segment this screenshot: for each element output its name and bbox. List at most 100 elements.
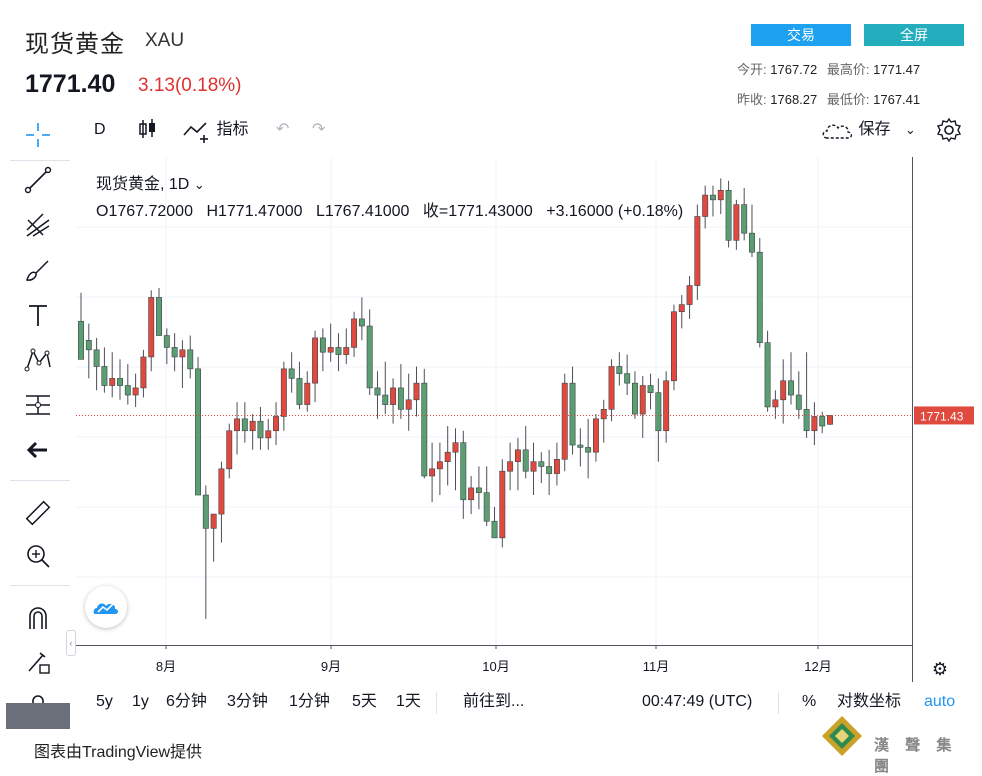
candle[interactable]: [343, 347, 350, 355]
candle[interactable]: [702, 194, 709, 217]
candle[interactable]: [600, 409, 607, 420]
candle[interactable]: [210, 513, 217, 529]
candle[interactable]: [795, 394, 802, 410]
brush-icon[interactable]: [21, 253, 55, 287]
candle[interactable]: [507, 461, 514, 472]
candle[interactable]: [725, 190, 732, 241]
candle[interactable]: [218, 468, 225, 515]
candle[interactable]: [405, 399, 412, 410]
candle[interactable]: [163, 335, 170, 348]
candle[interactable]: [483, 492, 490, 522]
candle[interactable]: [694, 216, 701, 286]
candle[interactable]: [530, 461, 537, 472]
candle[interactable]: [592, 418, 599, 453]
candle[interactable]: [132, 387, 139, 396]
candle[interactable]: [117, 378, 123, 386]
redo-icon[interactable]: ↷: [312, 121, 326, 138]
range-5d[interactable]: 5天: [352, 693, 377, 710]
candle[interactable]: [631, 382, 638, 415]
candle[interactable]: [312, 337, 319, 384]
candle[interactable]: [749, 232, 755, 253]
candle[interactable]: [671, 311, 677, 382]
candle[interactable]: [827, 415, 833, 425]
candle[interactable]: [390, 387, 397, 405]
candle[interactable]: [780, 380, 787, 401]
candle[interactable]: [288, 368, 295, 379]
gear-icon[interactable]: [936, 115, 962, 147]
candle[interactable]: [304, 382, 311, 405]
collapse-toolbar-button[interactable]: ‹: [66, 630, 76, 656]
candle[interactable]: [514, 449, 521, 463]
zoom-in-icon[interactable]: [21, 539, 55, 573]
candle[interactable]: [234, 418, 240, 432]
measure-lines-icon[interactable]: [21, 388, 55, 422]
candle[interactable]: [585, 447, 592, 453]
candle[interactable]: [148, 297, 155, 358]
candle[interactable]: [569, 382, 576, 446]
range-6m[interactable]: 6分钟: [166, 693, 207, 710]
candle[interactable]: [109, 378, 116, 386]
chevron-down-icon[interactable]: ⌄: [193, 177, 205, 192]
candle[interactable]: [280, 368, 287, 417]
candle[interactable]: [655, 392, 662, 432]
provider-credit[interactable]: 图表由TradingView提供: [34, 744, 203, 761]
candle[interactable]: [296, 378, 303, 405]
candle[interactable]: [608, 366, 615, 410]
indicators-button[interactable]: 指标: [182, 115, 248, 147]
candle[interactable]: [421, 382, 428, 477]
candle[interactable]: [351, 318, 358, 348]
text-icon[interactable]: [21, 298, 55, 332]
candle[interactable]: [819, 416, 826, 427]
candle[interactable]: [257, 420, 264, 439]
candle[interactable]: [475, 487, 482, 493]
candle[interactable]: [756, 251, 763, 343]
range-3m[interactable]: 3分钟: [227, 693, 268, 710]
candle[interactable]: [374, 387, 381, 396]
magnet-icon[interactable]: [21, 601, 55, 635]
candle[interactable]: [249, 420, 256, 432]
pattern-icon[interactable]: [21, 343, 55, 377]
candle[interactable]: [639, 385, 646, 415]
range-5y[interactable]: 5y: [96, 693, 113, 710]
candlestick-chart[interactable]: 1771.43 8月 9月 10月 11月 12月 ⚙: [76, 157, 976, 682]
candle[interactable]: [226, 430, 233, 470]
chart-area[interactable]: 1771.43 8月 9月 10月 11月 12月 ⚙: [76, 157, 976, 682]
candle[interactable]: [429, 468, 436, 477]
candle[interactable]: [358, 318, 365, 327]
crosshair-icon[interactable]: [21, 118, 55, 152]
candle[interactable]: [663, 380, 670, 432]
gear-icon[interactable]: ⚙: [932, 659, 948, 680]
fork-icon[interactable]: [21, 208, 55, 242]
candle[interactable]: [811, 416, 818, 432]
back-arrow-icon[interactable]: [21, 433, 55, 467]
candle[interactable]: [710, 194, 716, 201]
candle[interactable]: [647, 385, 654, 393]
candle[interactable]: [733, 204, 740, 241]
candle[interactable]: [553, 459, 560, 474]
trend-line-icon[interactable]: [21, 163, 55, 197]
candle[interactable]: [460, 442, 467, 501]
candle[interactable]: [171, 347, 178, 358]
candle[interactable]: [382, 394, 389, 405]
goto-button[interactable]: 前往到...: [463, 693, 525, 710]
ruler-icon[interactable]: [21, 496, 55, 530]
interval-button[interactable]: D: [94, 121, 106, 138]
candle[interactable]: [124, 385, 131, 396]
candle[interactable]: [156, 297, 162, 336]
candle[interactable]: [195, 368, 201, 496]
candle[interactable]: [522, 449, 529, 472]
candle[interactable]: [85, 339, 92, 351]
candle[interactable]: [397, 387, 404, 410]
candle[interactable]: [624, 373, 631, 384]
candle[interactable]: [803, 409, 810, 432]
candle[interactable]: [561, 382, 568, 460]
percent-toggle[interactable]: %: [802, 693, 817, 710]
tradingview-logo[interactable]: [85, 586, 127, 628]
candle[interactable]: [413, 382, 420, 401]
range-1d[interactable]: 1天: [396, 693, 421, 710]
candle[interactable]: [335, 347, 342, 355]
candle[interactable]: [499, 470, 506, 539]
range-1m[interactable]: 1分钟: [289, 693, 330, 710]
candle[interactable]: [686, 285, 693, 305]
candle[interactable]: [788, 380, 794, 396]
